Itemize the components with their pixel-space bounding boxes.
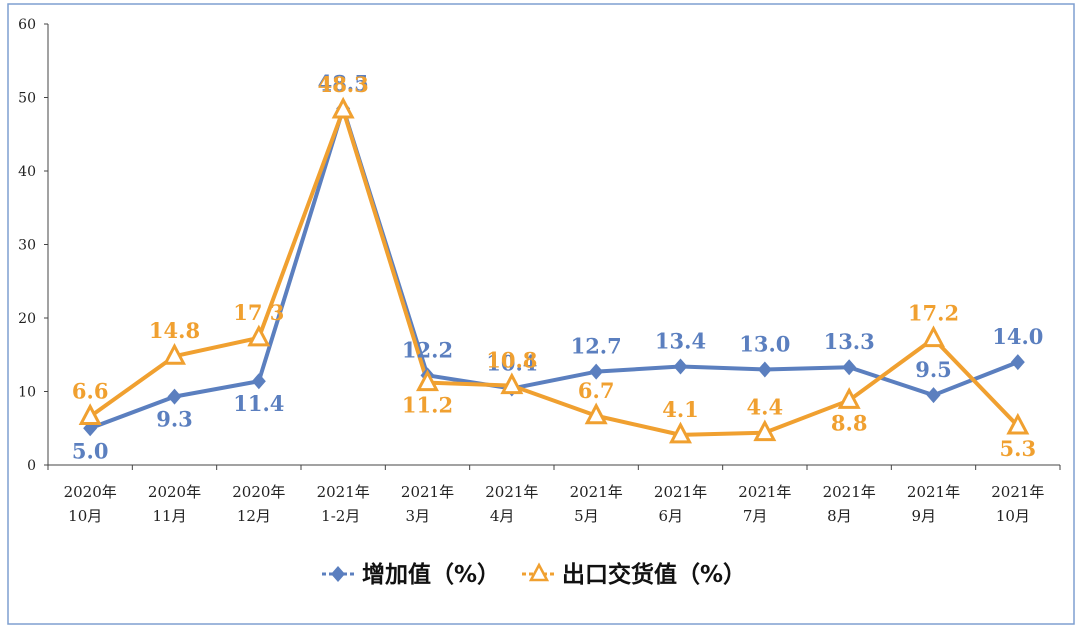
- triangle-marker: [669, 421, 692, 444]
- data-label: 9.3: [156, 407, 193, 432]
- legend-item-export-delivery[interactable]: 出口交货值（%）: [522, 561, 746, 588]
- data-label: 13.3: [824, 329, 875, 354]
- triangle-marker: [1006, 412, 1030, 435]
- y-tick-label: 10: [18, 385, 36, 401]
- data-label: 9.5: [915, 357, 952, 382]
- triangle-marker: [247, 324, 271, 347]
- x-tick-label-month: 4月: [490, 507, 515, 525]
- y-tick-label: 20: [18, 311, 36, 327]
- x-tick-label-year: 2020年: [232, 483, 285, 501]
- x-tick-label-month: 6月: [659, 507, 684, 525]
- data-label: 14.0: [992, 324, 1043, 349]
- diamond-marker: [589, 363, 604, 380]
- x-tick-label-month: 5月: [574, 507, 599, 525]
- triangle-marker-icon: [528, 562, 550, 582]
- y-axis: 0 10 20 30 40 50 60: [18, 17, 49, 474]
- data-label: 13.4: [655, 329, 706, 354]
- data-label: 4.1: [662, 397, 699, 422]
- x-tick-label-year: 2020年: [64, 483, 117, 501]
- data-label: 4.4: [747, 395, 784, 420]
- x-tick-label-month: 1-2月: [321, 507, 360, 525]
- x-tick-label-year: 2021年: [485, 483, 538, 501]
- diamond-marker: [251, 373, 266, 390]
- x-tick-label-year: 2021年: [654, 483, 707, 501]
- x-tick-label-year: 2021年: [907, 483, 960, 501]
- diamond-marker-icon: [331, 566, 345, 582]
- data-label: 11.4: [233, 391, 284, 416]
- legend-label-added-value: 增加值（%）: [362, 561, 500, 588]
- data-label: 10.4: [486, 351, 537, 376]
- y-tick-label: 30: [18, 238, 36, 254]
- y-tick-label: 0: [27, 458, 36, 474]
- triangle-marker: [584, 402, 608, 425]
- x-tick-label-month: 10月: [996, 507, 1030, 525]
- data-label: 6.6: [72, 378, 109, 403]
- x-tick-label-year: 2021年: [738, 483, 791, 501]
- series-line-0: [89, 106, 1019, 431]
- triangle-marker: [331, 96, 355, 119]
- chart-background: [7, 3, 1075, 625]
- data-label: 11.2: [402, 393, 453, 418]
- x-tick-label-year: 2021年: [570, 483, 623, 501]
- diamond-marker: [1010, 354, 1025, 371]
- x-tick-label-month: 12月: [237, 507, 271, 525]
- diamond-marker: [926, 387, 941, 404]
- data-labels: 5.0 9.3 11.4 48.5 12.2 10.4 12.7 13.4 13.0 13.3 9.…: [72, 71, 1044, 464]
- data-label: 5.0: [72, 438, 109, 463]
- x-tick-label-year: 2021年: [317, 483, 370, 501]
- diamond-marker: [757, 361, 772, 378]
- triangle-marker: [922, 325, 945, 348]
- data-label: 14.8: [149, 318, 200, 343]
- series-layer: [78, 96, 1030, 444]
- data-label: 6.7: [578, 378, 615, 403]
- data-label: 10.8: [486, 348, 537, 373]
- legend-item-added-value[interactable]: 增加值（%）: [322, 561, 500, 588]
- data-label: 48.3: [318, 72, 369, 97]
- x-axis: 2020年 10月 2020年 11月 2020年 12月 2021年 1-2月 2021年 3月…: [47, 464, 1061, 525]
- triangle-marker: [837, 387, 861, 409]
- data-label: 48.5: [318, 71, 369, 96]
- y-tick-label: 50: [18, 91, 36, 107]
- x-tick-label-month: 7月: [743, 507, 768, 525]
- legend-label-export-delivery: 出口交货值（%）: [562, 561, 746, 588]
- legend: 增加值（%） 出口交货值（%）: [322, 561, 746, 588]
- data-label: 13.0: [739, 331, 790, 356]
- y-tick-label: 60: [18, 17, 36, 33]
- x-tick-label-year: 2021年: [401, 483, 454, 501]
- triangle-marker: [416, 369, 439, 392]
- data-label: 12.2: [402, 337, 453, 362]
- x-tick-label-month: 9月: [912, 507, 937, 525]
- diamond-marker: [842, 359, 857, 376]
- x-tick-label-month: 11月: [153, 507, 187, 525]
- triangle-marker: [500, 372, 524, 395]
- x-tick-label-month: 8月: [827, 507, 852, 525]
- x-tick-label-month: 10月: [68, 507, 102, 525]
- data-label: 5.3: [1000, 436, 1037, 461]
- triangle-marker: [163, 343, 186, 365]
- x-tick-label-year: 2021年: [991, 483, 1044, 501]
- diamond-marker: [673, 358, 688, 375]
- x-tick-label-year: 2020年: [148, 483, 201, 501]
- triangle-marker: [753, 419, 777, 442]
- series-line-1: [89, 107, 1020, 437]
- diamond-marker: [167, 388, 182, 405]
- triangle-marker: [78, 403, 102, 425]
- x-tick-label-year: 2021年: [823, 483, 876, 501]
- data-label: 12.7: [571, 334, 622, 359]
- data-label: 17.3: [233, 300, 284, 325]
- y-tick-label: 40: [18, 164, 36, 180]
- x-tick-label-month: 3月: [406, 507, 431, 525]
- data-label: 17.2: [908, 301, 959, 326]
- data-label: 8.8: [831, 410, 868, 435]
